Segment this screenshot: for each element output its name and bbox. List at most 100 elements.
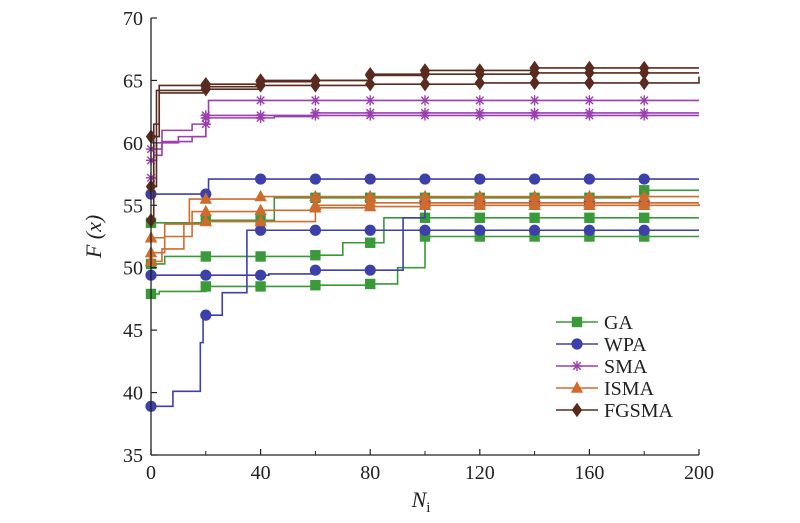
series-fgsma-run-3-point [200,76,211,92]
series-isma-run-2-point [254,203,267,215]
legend-swatch-marker [571,316,583,328]
series-wpa-run-3-point [474,173,486,185]
series-isma-run-2-point [364,196,377,208]
series-isma-run-2-point [638,196,651,208]
series-fgsma-run-3-point [474,63,485,78]
legend-item-fgsma: FGSMA [556,400,673,422]
series-ga-run-2-point [200,251,211,262]
series-ga-run-1-point [310,279,321,291]
y-axis-label: F (x) [81,215,106,259]
series-sma-run-2-point [639,107,650,119]
legend-label: SMA [604,356,648,378]
series-fgsma-run-1-point [529,75,540,91]
series-ga-run-2-point [365,237,376,248]
x-tick-label: 120 [465,462,495,484]
series-isma [144,189,700,267]
y-tick-label: 65 [123,70,143,92]
series-sma [145,95,699,184]
series-sma-run-3-point [419,95,431,106]
legend-item-isma: ISMA [556,378,655,400]
series-sma-run-3-point [255,95,266,106]
series-ga-run-1-point [419,231,431,242]
series-isma-run-3-point [254,189,267,202]
legend-label: GA [604,312,633,334]
series-wpa-run-3-point [364,173,376,185]
series-layer [144,60,700,412]
series-ga-run-2-point [639,212,650,223]
series-isma-run-2-point [473,196,486,208]
series-wpa-run-1-point [255,224,267,236]
series-sma-run-3-point [474,95,485,106]
series-wpa-run-1-point [529,224,541,236]
series-fgsma-run-3-point [419,63,431,78]
series-fgsma-run-3-point [584,60,595,76]
series-ga-run-1-point [365,278,376,290]
legend-swatch-marker [571,402,583,418]
series-isma-run-3-point [418,189,432,202]
series-isma-run-2-point [309,198,322,210]
series-isma-run-3-line [151,195,699,239]
series-isma-run-3-point [638,189,651,202]
legend-item-wpa: WPA [556,334,647,356]
series-wpa-run-3-point [529,173,541,185]
series-fgsma-run-1-point [584,75,595,91]
series-wpa-run-2-line [151,201,699,277]
series-fgsma-run-3-point [310,73,321,88]
y-tick-label: 55 [123,195,143,217]
series-isma-run-2-point [199,204,212,217]
series-sma-run-2-point [474,107,485,119]
legend-label: ISMA [604,378,655,400]
series-fgsma-run-3-point [639,60,650,76]
series-isma-run-1-point [254,214,267,227]
series-isma-run-2-point [583,196,596,208]
series-isma-run-2-point [528,196,541,208]
series-sma-run-3-point [584,95,595,106]
series-sma-run-2-point [255,112,266,124]
series-wpa-run-1-point [419,224,431,236]
x-tick-label: 200 [684,462,714,484]
series-wpa-run-3-point [419,173,431,185]
series-fgsma-run-3-point [529,60,540,76]
x-tick-label: 160 [574,462,604,484]
x-axis-label: Ni [411,487,431,516]
series-ga-run-2-point [474,212,485,223]
series-ga-run-1-point [200,281,211,292]
series-wpa-run-2-point [255,269,267,281]
series-fgsma-run-1-point [419,76,431,92]
series-wpa-run-3-point [583,173,596,185]
series-ga-run-2-line [151,216,699,265]
x-tick-label: 40 [251,462,271,484]
series-ga-run-1-point [584,231,595,242]
series-isma-run-3-point [583,189,596,202]
series-sma-run-3-point [365,95,376,106]
series-wpa-run-1-line [151,229,699,408]
legend-item-sma: SMA [556,356,648,378]
y-tick-label: 35 [123,445,143,467]
series-wpa-run-2-point [364,264,376,276]
series-sma-run-2-point [365,107,376,119]
series-isma-run-3-point [309,189,322,202]
legend-swatch-marker [571,360,583,372]
series-wpa-run-1-point [200,309,212,321]
legend-item-ga: GA [556,312,633,334]
y-tick-label: 50 [123,258,143,280]
legend-swatch-marker [571,338,583,350]
series-isma-run-3-point [528,189,541,202]
series-wpa-run-1-point [638,224,650,236]
series-ga-run-1-point [255,281,266,292]
series-wpa-run-3-point [309,173,321,185]
series-sma-run-2-point [529,107,540,119]
series-wpa-run-1-point [474,224,486,236]
series-isma-run-3-point [199,192,212,204]
series-ga-run-1-point [474,231,485,242]
series-sma-run-3-point [200,118,211,130]
series-ga-run-1-line [151,235,699,295]
y-tick-label: 40 [123,383,143,405]
series-wpa-run-1-point [364,224,376,236]
series-sma-run-3-point [310,95,321,106]
series-ga-run-2-point [584,212,595,223]
series-sma-run-3-point [639,95,650,106]
series-sma-run-2-point [310,107,321,119]
axes-layer: 35 40 45 50 55 60 65 70 0 40 80 120 160 200 Ni F (x) [81,8,714,516]
